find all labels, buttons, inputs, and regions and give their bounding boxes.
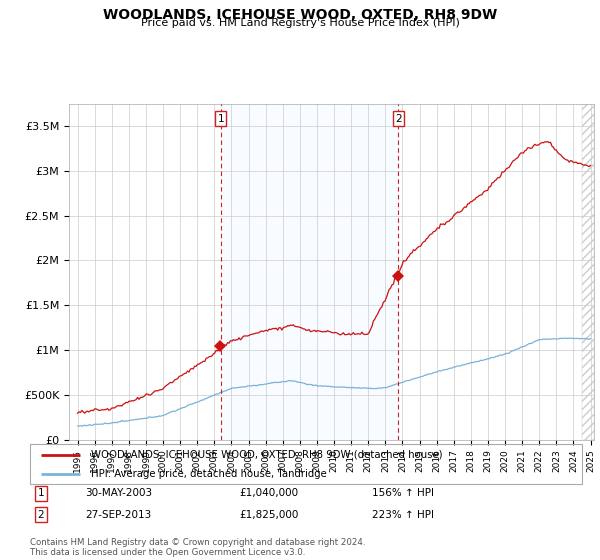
- Text: 223% ↑ HPI: 223% ↑ HPI: [372, 510, 434, 520]
- Text: WOODLANDS, ICEHOUSE WOOD, OXTED, RH8 9DW: WOODLANDS, ICEHOUSE WOOD, OXTED, RH8 9DW: [103, 8, 497, 22]
- Text: 2: 2: [38, 510, 44, 520]
- Text: 27-SEP-2013: 27-SEP-2013: [85, 510, 151, 520]
- Text: 1: 1: [38, 488, 44, 498]
- Text: WOODLANDS, ICEHOUSE WOOD, OXTED, RH8 9DW (detached house): WOODLANDS, ICEHOUSE WOOD, OXTED, RH8 9DW…: [91, 450, 442, 460]
- Bar: [221, 104, 398, 440]
- Text: Price paid vs. HM Land Registry's House Price Index (HPI): Price paid vs. HM Land Registry's House …: [140, 18, 460, 29]
- Text: £1,825,000: £1,825,000: [240, 510, 299, 520]
- Text: £1,040,000: £1,040,000: [240, 488, 299, 498]
- Text: HPI: Average price, detached house, Tandridge: HPI: Average price, detached house, Tand…: [91, 469, 326, 478]
- Text: 1: 1: [217, 114, 224, 124]
- Text: 2: 2: [395, 114, 401, 124]
- Text: Contains HM Land Registry data © Crown copyright and database right 2024.
This d: Contains HM Land Registry data © Crown c…: [30, 538, 365, 557]
- Text: 156% ↑ HPI: 156% ↑ HPI: [372, 488, 434, 498]
- Text: 30-MAY-2003: 30-MAY-2003: [85, 488, 152, 498]
